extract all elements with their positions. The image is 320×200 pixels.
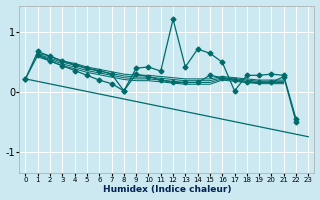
X-axis label: Humidex (Indice chaleur): Humidex (Indice chaleur) [103,185,231,194]
